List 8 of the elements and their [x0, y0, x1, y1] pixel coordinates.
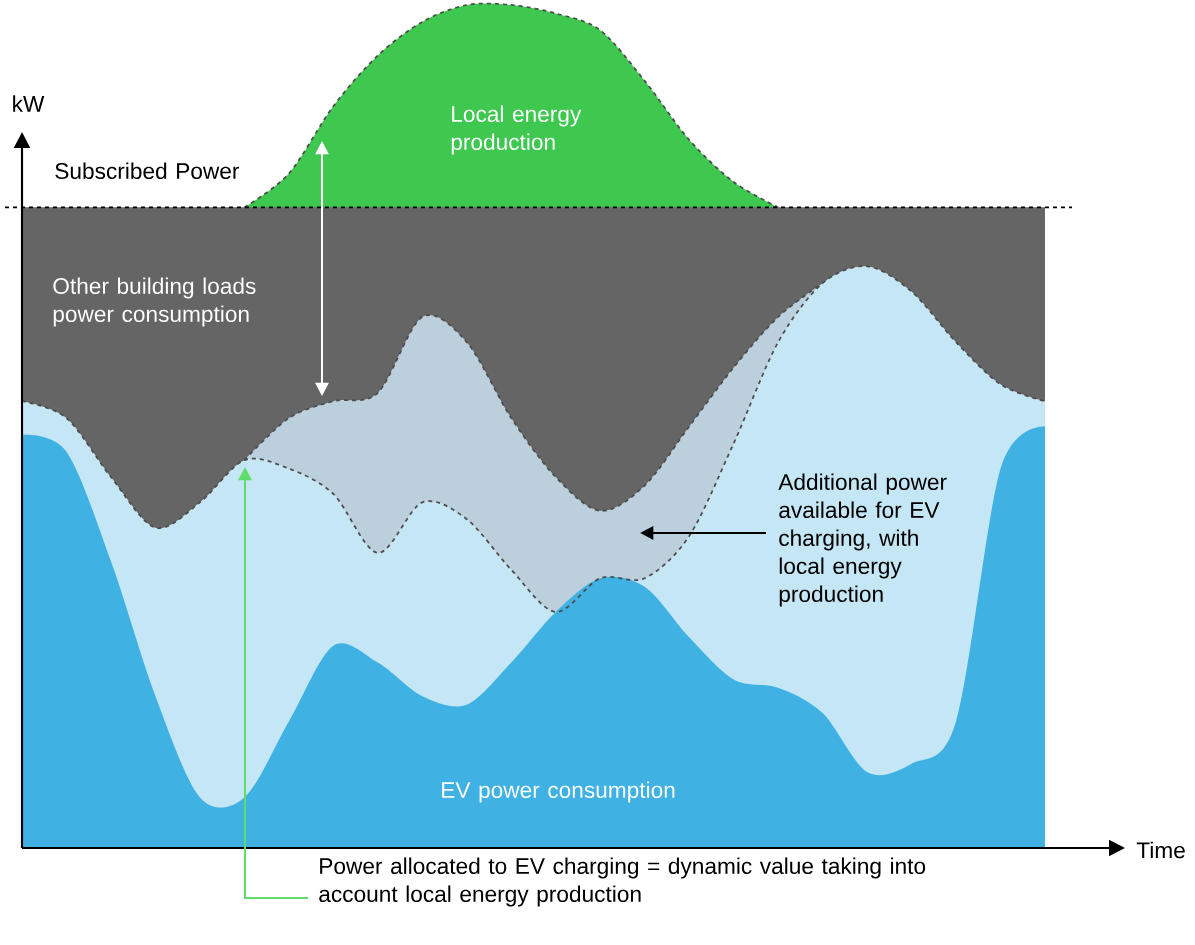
x-axis-title: Time — [1136, 841, 1185, 859]
y-axis-title: kW — [13, 95, 45, 112]
ref-line-label: Subscribed Power — [55, 162, 240, 180]
series-label: Local energy production — [451, 105, 582, 155]
annotation: Additional power available for EV charging, with local energy production — [778, 473, 947, 607]
series-label: Other building loads power consumption — [53, 277, 256, 327]
text: Power allocated to EV charging = dynamic value taking into account local energy production — [319, 857, 926, 907]
series-label: EV power consumption — [442, 781, 675, 803]
